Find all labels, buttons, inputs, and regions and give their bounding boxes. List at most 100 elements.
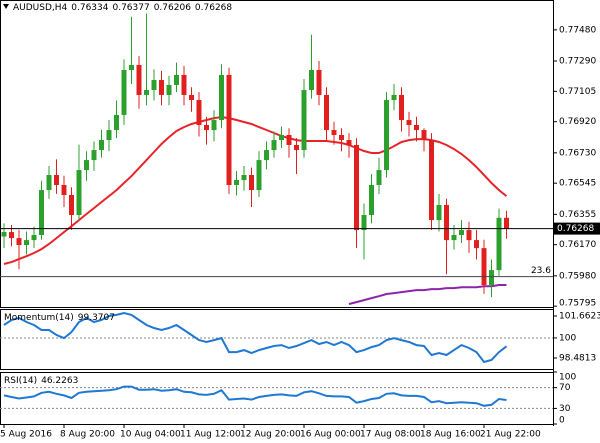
- y-tick-label: 0.75795: [559, 299, 596, 309]
- candle-body: [459, 230, 464, 236]
- y-tick-label: 100: [559, 373, 576, 383]
- y-tick-label: 0.76545: [559, 179, 596, 189]
- candle-body: [339, 134, 344, 141]
- candle-body: [376, 170, 382, 185]
- ohlc-value: 0.76206: [154, 3, 191, 13]
- candle-body: [286, 134, 292, 145]
- indicator-line: [3, 311, 508, 364]
- y-tick-label: 0.76170: [559, 240, 596, 250]
- indicator-title: RSI(14) 46.2263: [4, 376, 78, 386]
- candle-body: [39, 190, 44, 236]
- candle-body: [234, 180, 239, 185]
- candle-body: [489, 270, 494, 286]
- candle-body: [271, 140, 277, 151]
- candle-body: [151, 80, 157, 91]
- candle-body: [99, 140, 104, 151]
- candle-body: [346, 140, 352, 145]
- candle-body: [61, 184, 67, 195]
- y-tick-label: 0.77105: [559, 87, 596, 97]
- candle-body: [369, 184, 374, 215]
- indicator-title: Momentum(14) 99.3707: [4, 313, 115, 323]
- candle-body: [354, 144, 359, 231]
- candle-body: [31, 235, 37, 241]
- candle-body: [219, 74, 224, 121]
- candle-body: [189, 94, 194, 101]
- candle-body: [91, 150, 97, 161]
- candle-body: [9, 232, 14, 239]
- candle-body: [166, 84, 172, 95]
- indicator-name: Momentum(14): [4, 313, 74, 323]
- candle-body: [144, 90, 149, 95]
- ohlc-value: 0.76334: [71, 3, 108, 13]
- candle-body: [196, 100, 202, 125]
- candle-body: [444, 204, 449, 241]
- candle-body: [24, 240, 29, 246]
- y-tick-label: 0.77480: [559, 25, 596, 35]
- x-tick-label: 16 Aug 00:00: [300, 430, 361, 440]
- y-tick-label: 0: [559, 416, 565, 426]
- y-tick-label: 0.76355: [559, 210, 596, 220]
- indicator-value: 99.3707: [78, 313, 115, 323]
- chart-header: AUDUSD,H4 0.76334 0.76377 0.76206 0.76268: [13, 3, 232, 13]
- x-tick-label: 18 Aug 16:00: [420, 430, 481, 440]
- candle-body: [301, 90, 307, 151]
- symbol: AUDUSD,H4: [13, 3, 68, 13]
- candle-body: [421, 130, 427, 141]
- candle-body: [16, 238, 22, 246]
- y-tick-label: 0.77290: [559, 57, 596, 67]
- candle-body: [241, 174, 247, 181]
- candle-body: [436, 204, 442, 221]
- x-tick-label: 11 Aug 12:00: [180, 430, 241, 440]
- candle-body: [474, 240, 479, 249]
- candle-body: [136, 64, 142, 95]
- candle-body: [361, 214, 367, 231]
- y-tick-label: 30: [559, 404, 571, 414]
- candle-body: [76, 170, 82, 215]
- x-tick-label: 21 Aug 22:00: [480, 430, 541, 440]
- menu-arrow[interactable]: [3, 4, 9, 9]
- candle-body: [226, 74, 232, 185]
- candle-body: [69, 194, 74, 215]
- candle-body: [249, 174, 254, 191]
- candle-body: [324, 94, 329, 131]
- candle-body: [294, 144, 299, 151]
- y-tick-label: 0.75980: [559, 271, 596, 281]
- candle-body: [391, 94, 397, 101]
- candle-body: [264, 150, 269, 161]
- x-tick-label: 17 Aug 08:00: [360, 430, 421, 440]
- ohlc-value: 0.76377: [112, 3, 149, 13]
- y-tick-label: 100: [559, 333, 576, 343]
- candle-body: [46, 174, 52, 191]
- candle-body: [129, 64, 134, 71]
- moving-average: [348, 284, 507, 305]
- candle-body: [204, 124, 209, 131]
- candle-body: [159, 80, 164, 95]
- candle-body: [399, 94, 404, 121]
- candle-body: [384, 100, 389, 171]
- candle-body: [466, 230, 472, 241]
- candle-body: [331, 130, 337, 135]
- candle-body: [121, 70, 127, 115]
- indicator-line: [3, 385, 507, 407]
- y-tick-label: 70: [559, 383, 571, 393]
- candle-body: [54, 174, 59, 185]
- candle-body: [114, 114, 119, 131]
- x-tick-label: 12 Aug 20:00: [240, 430, 301, 440]
- current-price-label: 0.76268: [557, 224, 594, 234]
- candle-body: [279, 134, 284, 141]
- candle-body: [414, 124, 419, 131]
- candle-body: [84, 160, 89, 171]
- candle-body: [406, 120, 412, 125]
- candle-body: [211, 120, 217, 131]
- candle-body: [181, 74, 187, 95]
- y-tick-label: 98.4813: [559, 354, 596, 364]
- y-tick-label: 0.76730: [559, 148, 596, 158]
- candle-body: [106, 130, 112, 141]
- current-price-box: [554, 222, 600, 235]
- candle-body: [429, 140, 434, 221]
- candle-body: [451, 235, 457, 241]
- x-tick-label: 10 Aug 04:00: [120, 430, 181, 440]
- indicator-name: RSI(14): [4, 376, 37, 386]
